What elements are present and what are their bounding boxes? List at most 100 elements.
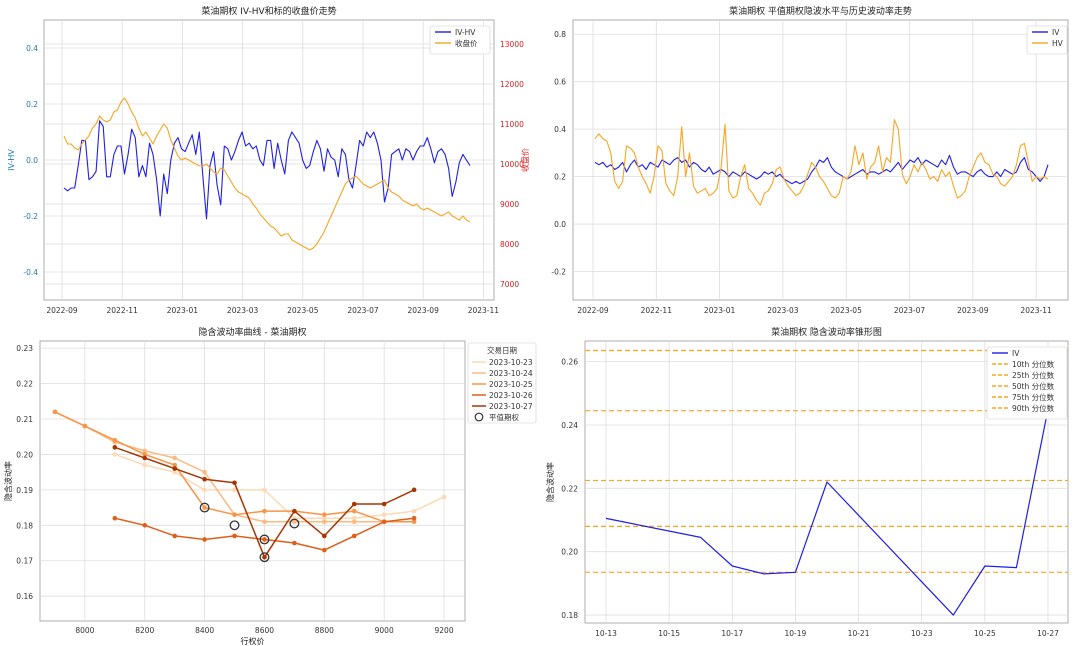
chart-iv-hv-vs-close-svg: 菜油期权 IV-HV和标的收盘价走势 2022-09 2022-11 2023-01 2… — [7, 5, 530, 315]
series-point-2023-10-26 — [202, 537, 207, 542]
y-right-axis-label: 收盘价 — [520, 148, 530, 172]
legend-title: 交易日期 — [487, 345, 517, 355]
chart-title: 菜油期权 隐含波动率锥形图 — [771, 326, 882, 338]
series-line-iv — [594, 154, 1049, 185]
series-point-2023-10-25 — [202, 505, 207, 510]
series-point-2023-10-23 — [411, 508, 417, 514]
x-tick-label: 10-19 — [785, 629, 807, 638]
legend-box — [467, 342, 537, 424]
plot-frame — [584, 340, 1069, 624]
series-point-2023-10-26 — [232, 533, 237, 539]
chart-iv-cone: 菜油期权 隐含波动率锥形图 10-13 10-15 10-17 10-19 10-21 10… — [540, 323, 1080, 646]
series-point-2023-10-26 — [381, 519, 387, 525]
series-point-2023-10-23 — [202, 487, 207, 493]
x-tick-label: 2022-09 — [46, 306, 78, 315]
series-point-2023-10-27 — [322, 533, 327, 539]
y-right-tick-label: 12000 — [500, 80, 524, 89]
legend-label: IV — [1052, 28, 1060, 37]
y-tick-label: 0.20 — [16, 450, 33, 459]
legend-label: 50th 分位数 — [1012, 381, 1055, 391]
y-tick-label: 0.2 — [554, 173, 566, 182]
x-tick-label: 9000 — [375, 626, 394, 635]
series-point-2023-10-23 — [142, 462, 148, 468]
x-tick-label: 2023-03 — [767, 306, 799, 315]
y-tick-label: 0.18 — [561, 611, 578, 620]
y-tick-label: 0.19 — [16, 486, 33, 495]
y-right-tick-label: 10000 — [500, 160, 524, 169]
series-point-2023-10-25 — [411, 519, 417, 525]
y-tick-label: 0.18 — [16, 521, 33, 530]
series-point-2023-10-24 — [172, 455, 177, 461]
legend-atm-marker — [474, 412, 484, 422]
series-point-2023-10-23 — [322, 515, 327, 521]
legend-label: 90th 分位数 — [1012, 403, 1055, 413]
series-point-2023-10-27 — [381, 501, 387, 507]
x-tick-label: 2023-07 — [894, 306, 926, 315]
y-left-tick-label: 0.0 — [26, 156, 38, 165]
series-point-2023-10-24 — [262, 519, 267, 525]
series-point-2023-10-25 — [351, 508, 357, 514]
x-tick-label: 2022-11 — [641, 306, 673, 315]
y-left-axis-label: IV-HV — [7, 149, 16, 171]
y-tick-label: -0.2 — [551, 268, 566, 277]
x-tick-label: 2023-09 — [408, 306, 440, 315]
y-left-tick-label: 0.2 — [26, 100, 38, 109]
series-point-2023-10-27 — [112, 445, 118, 450]
x-tick-label: 10-21 — [848, 629, 870, 638]
y-left-tick-label: -0.4 — [23, 268, 38, 277]
series-point-2023-10-27 — [292, 508, 297, 514]
y-right-tick-label: 13000 — [500, 40, 524, 49]
legend-label: 75th 分位数 — [1012, 392, 1055, 402]
x-tick-label: 2023-11 — [1020, 306, 1052, 315]
chart-title: 隐含波动率曲线 - 菜油期权 — [199, 326, 307, 338]
series-point-2023-10-26 — [292, 540, 297, 546]
y-right-tick-label: 8000 — [500, 240, 519, 249]
series-point-2023-10-26 — [172, 533, 177, 539]
series-point-2023-10-23 — [441, 494, 447, 500]
x-tick-label: 2023-07 — [347, 306, 379, 315]
series-point-2023-10-25 — [52, 409, 58, 415]
y-tick-label: 0.20 — [561, 548, 578, 557]
atm-marker — [229, 520, 240, 531]
legend-label: IV-HV — [455, 28, 476, 37]
series-point-2023-10-26 — [351, 533, 357, 539]
x-tick-label: 2023-09 — [957, 306, 989, 315]
x-tick-label: 8600 — [255, 626, 274, 635]
legend-label: 收盘价 — [455, 38, 478, 48]
atm-marker — [259, 552, 270, 563]
series-point-2023-10-24 — [142, 448, 148, 454]
legend-box — [429, 25, 491, 55]
x-tick-label: 2022-09 — [577, 306, 609, 315]
legend-label: 10th 分位数 — [1012, 359, 1055, 369]
series-point-2023-10-23 — [112, 452, 118, 457]
y-tick-label: 0.23 — [16, 344, 33, 353]
series-point-2023-10-23 — [172, 469, 177, 475]
series-point-2023-10-27 — [262, 554, 267, 560]
series-point-2023-10-23 — [262, 487, 267, 493]
series-point-2023-10-25 — [82, 423, 88, 429]
x-tick-label: 10-23 — [911, 629, 933, 638]
chart-iv-cone-svg: 菜油期权 隐含波动率锥形图 10-13 10-15 10-17 10-19 10-21 10… — [545, 326, 1069, 638]
chart-atm-iv-vs-hv-svg: 菜油期权 平值期权隐波水平与历史波动率走势 2022-09 2022-11 2023-… — [551, 5, 1069, 315]
x-tick-label: 10-27 — [1037, 629, 1059, 638]
series-point-2023-10-24 — [322, 519, 327, 525]
plot-frame — [39, 340, 466, 622]
x-tick-label: 2023-03 — [227, 306, 259, 315]
series-point-2023-10-25 — [142, 452, 148, 457]
legend-label: 2023-10-26 — [489, 391, 533, 400]
series-point-2023-10-24 — [351, 519, 357, 525]
series-point-2023-10-27 — [411, 487, 417, 493]
legend-label: 2023-10-24 — [489, 369, 533, 378]
series-point-2023-10-26 — [411, 515, 417, 521]
legend-label: 25th 分位数 — [1012, 370, 1055, 380]
series-point-2023-10-27 — [142, 455, 148, 461]
y-tick-label: 0.4 — [554, 125, 566, 134]
chart-title: 菜油期权 平值期权隐波水平与历史波动率走势 — [729, 5, 912, 17]
y-right-tick-label: 11000 — [500, 120, 524, 129]
legend-label: IV — [1012, 349, 1020, 358]
x-tick-label: 8400 — [195, 626, 214, 635]
x-tick-label: 2023-01 — [704, 306, 736, 315]
series-line-2023-10-24 — [54, 411, 385, 523]
atm-marker — [259, 534, 270, 545]
y-tick-label: 0.16 — [16, 592, 33, 601]
